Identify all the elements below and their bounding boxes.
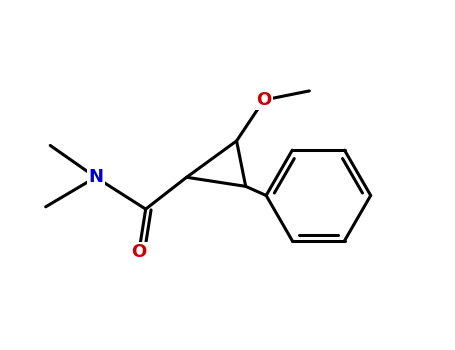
Text: N: N: [88, 168, 103, 186]
Text: O: O: [131, 243, 147, 261]
Text: O: O: [256, 91, 272, 109]
